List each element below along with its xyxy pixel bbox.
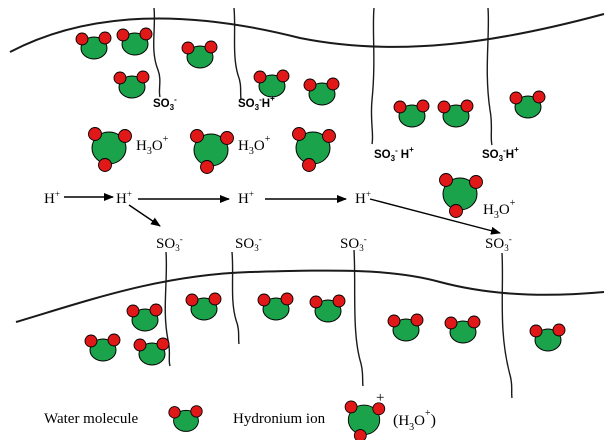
water-molecule-icon	[185, 292, 222, 321]
svg-text:SO3-H+: SO3-H+	[374, 145, 414, 163]
svg-text:H3O+: H3O+	[238, 134, 271, 157]
water-molecule-icon	[393, 99, 430, 128]
h-plus-label: H	[238, 191, 249, 207]
upper-membrane-curve	[9, 13, 605, 53]
upper-side-chains	[152, 7, 493, 146]
so3-h-label: SO	[374, 149, 391, 161]
svg-text:H+: H+	[355, 189, 371, 207]
svg-text:H3O+: H3O+	[136, 134, 169, 157]
so3-label: SO	[485, 236, 504, 252]
svg-text:SO3-: SO3-	[156, 234, 183, 253]
hydronium-ion-icon	[439, 173, 483, 218]
hydronium-ion-icon	[292, 127, 336, 172]
so3-label: SO	[340, 236, 359, 252]
h-plus-label: H	[506, 149, 514, 161]
svg-text:SO3-: SO3-	[235, 234, 262, 253]
h-plus-label: H	[262, 98, 270, 110]
so3-label: SO	[153, 98, 170, 110]
water-molecule-icon	[309, 294, 346, 323]
hydronium-ions	[88, 127, 483, 218]
water-molecule-icon	[168, 405, 203, 432]
so3-h-label: SO	[482, 149, 499, 161]
lower-sulfonate-labels: SO3- SO3- SO3- SO3-	[156, 234, 512, 253]
legend-hydronium-label: Hydronium ion	[233, 411, 326, 427]
arrow-right-icon	[128, 204, 161, 227]
lower-membrane-curve	[15, 269, 605, 323]
water-molecule-icon	[303, 77, 340, 106]
svg-text:(H3O+): (H3O+)	[393, 408, 436, 433]
water-molecules	[75, 27, 566, 366]
water-molecule-icon	[133, 337, 170, 366]
hydronium-ion-icon	[190, 129, 234, 174]
upper-sulfonate-labels: SO3- SO3-H+ SO3- H+ SO3-H+	[153, 94, 519, 163]
so3-label: SO	[235, 236, 254, 252]
water-molecule-icon	[529, 323, 566, 352]
lower-side-chains	[164, 249, 513, 399]
svg-text:SO3-H+: SO3-H+	[238, 94, 275, 112]
water-molecule-icon	[509, 90, 546, 119]
so3-h-label: SO	[238, 98, 255, 110]
water-molecule-icon	[126, 303, 163, 332]
svg-text:SO3-: SO3-	[340, 234, 367, 253]
water-molecule-icon	[181, 40, 218, 69]
so3-label: SO	[156, 236, 175, 252]
svg-text:H+: H+	[238, 189, 254, 207]
water-molecule-icon	[116, 27, 153, 56]
water-molecule-icon	[437, 99, 474, 128]
water-molecule-icon	[387, 313, 424, 342]
hydronium-ion-icon	[88, 127, 132, 172]
water-molecule-icon	[84, 333, 121, 362]
water-molecule-icon	[257, 292, 294, 321]
svg-text:H+: H+	[116, 189, 132, 207]
svg-text:+: +	[376, 390, 384, 406]
h3o-label: H	[238, 138, 249, 154]
svg-text:SO3-H+: SO3-H+	[482, 145, 519, 163]
h-plus-label: H	[116, 191, 127, 207]
legend: Water molecule Hydronium ion + (H3O+)	[44, 390, 436, 440]
arrow-right-icon	[369, 198, 501, 235]
svg-text:H3O+: H3O+	[483, 198, 516, 221]
proton-hop-arrows	[64, 193, 501, 235]
legend-formula-label: H	[398, 413, 409, 429]
legend-water-label: Water molecule	[44, 411, 139, 427]
water-molecule-icon	[75, 31, 112, 60]
hydronium-labels: H3O+ H3O+ H3O+	[136, 134, 516, 221]
h-plus-label: H	[355, 191, 366, 207]
h3o-label: H	[483, 202, 494, 218]
water-molecule-icon	[113, 70, 150, 99]
h3o-label: H	[136, 138, 147, 154]
svg-text:SO3-: SO3-	[153, 95, 177, 112]
hydronium-ion-icon	[344, 400, 386, 440]
h-plus-label: H	[401, 149, 409, 161]
h-plus-label: H	[44, 191, 55, 207]
svg-text:H+: H+	[44, 189, 60, 207]
proton-labels: H+ H+ H+ H+	[44, 189, 371, 207]
water-molecule-icon	[253, 69, 290, 98]
svg-text:SO3-: SO3-	[485, 234, 512, 253]
water-molecule-icon	[444, 315, 481, 344]
